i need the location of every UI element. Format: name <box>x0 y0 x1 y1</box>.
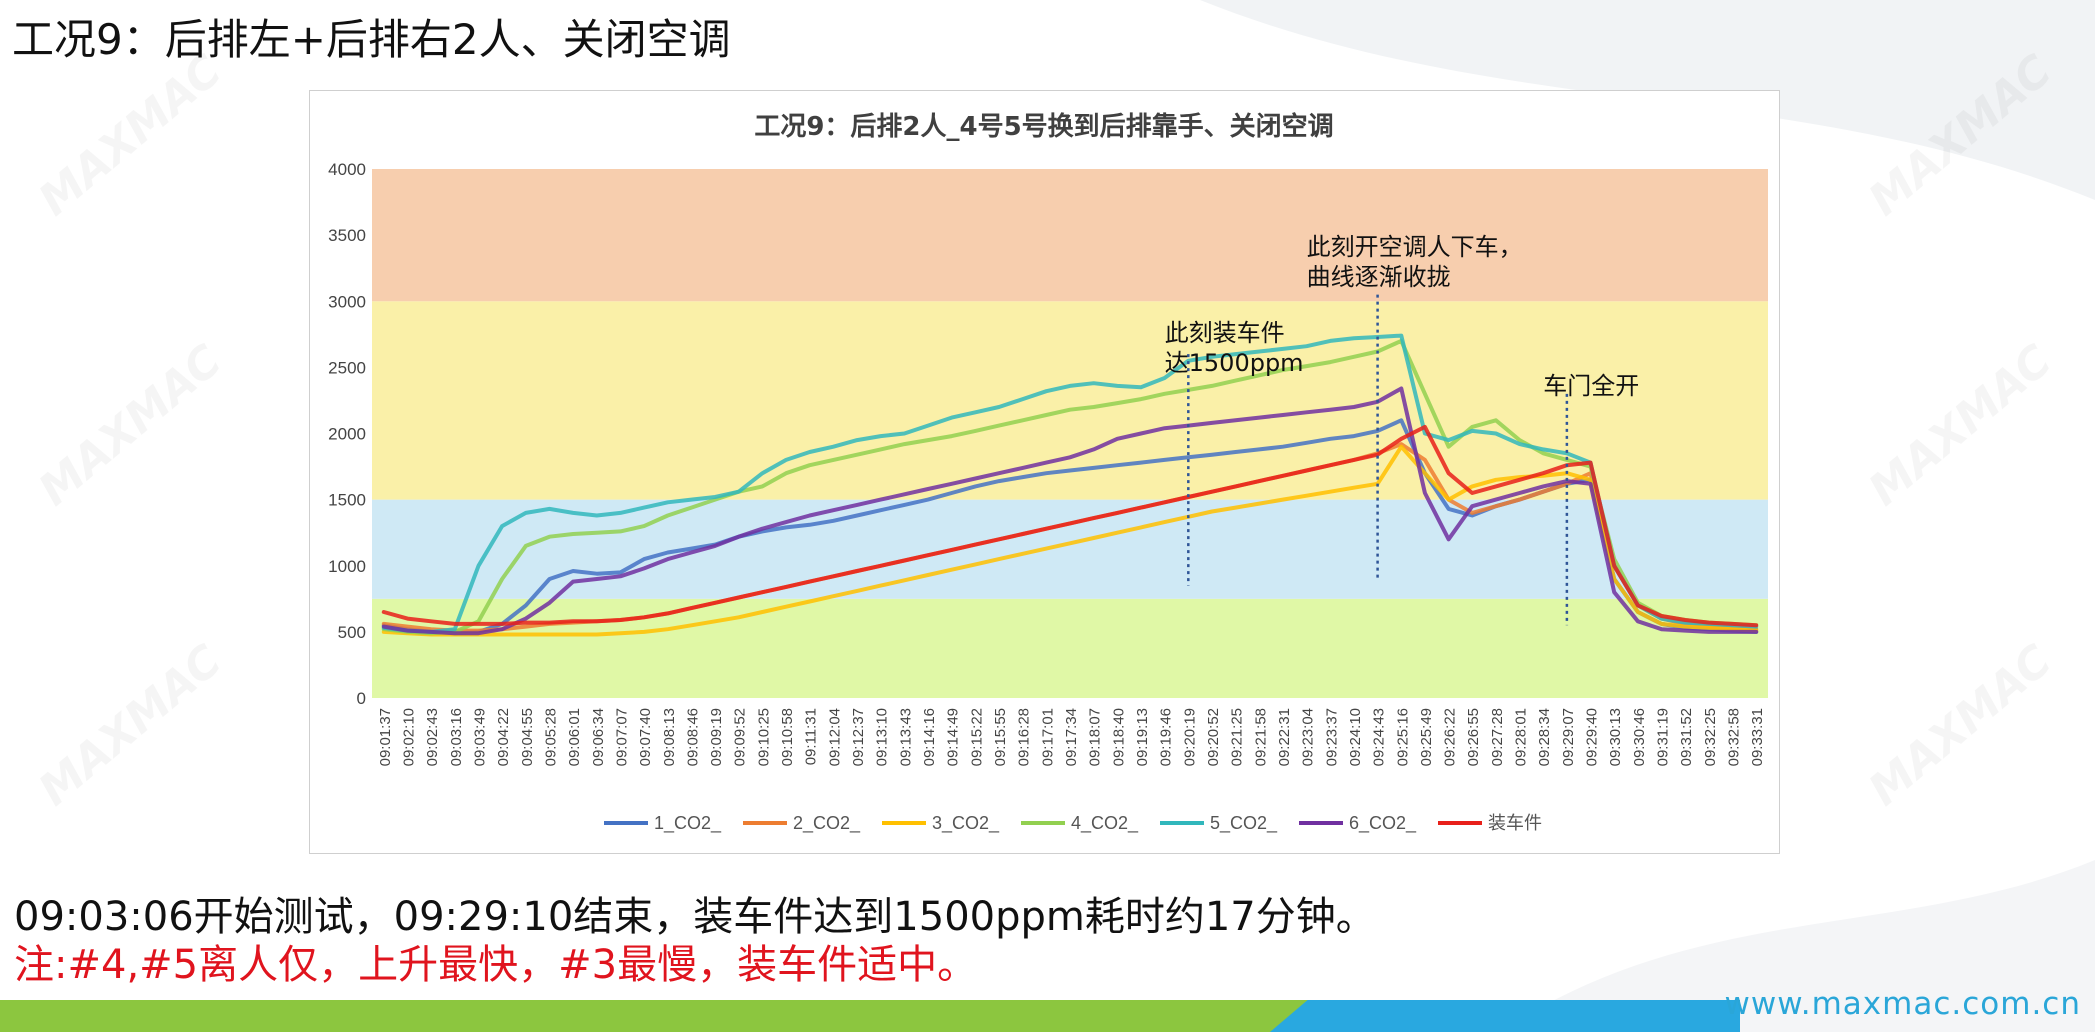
chart-annotation: 此刻开空调人下车， <box>1307 233 1523 261</box>
series-line-5_CO2_ <box>381 333 1759 634</box>
series-line-6_CO2_ <box>381 386 1759 636</box>
x-tick-label: 09:32:58 <box>1726 708 1743 766</box>
x-tick-label: 09:32:25 <box>1702 708 1719 766</box>
x-tick-label: 09:16:28 <box>1016 708 1033 766</box>
x-tick-label: 09:02:10 <box>400 708 417 766</box>
x-tick-label: 09:08:13 <box>661 708 678 766</box>
x-tick-label: 09:27:28 <box>1489 708 1506 766</box>
x-tick-label: 09:28:01 <box>1513 708 1530 766</box>
x-tick-label: 09:13:43 <box>897 708 914 766</box>
x-tick-label: 09:29:07 <box>1560 708 1577 766</box>
x-tick-label: 09:05:28 <box>542 708 559 766</box>
x-tick-label: 09:28:34 <box>1536 708 1553 766</box>
y-tick-label: 500 <box>338 623 366 642</box>
x-tick-label: 09:24:43 <box>1371 708 1388 766</box>
x-tick-label: 09:12:04 <box>826 708 843 766</box>
x-tick-label: 09:15:22 <box>968 708 985 766</box>
x-tick-label: 09:33:31 <box>1749 708 1766 766</box>
x-tick-label: 09:22:31 <box>1276 708 1293 766</box>
x-tick-label: 09:13:10 <box>874 708 891 766</box>
x-tick-label: 09:09:19 <box>708 708 725 766</box>
x-tick-label: 09:14:49 <box>945 708 962 766</box>
x-tick-label: 09:17:34 <box>1063 708 1080 766</box>
background-band <box>372 169 1768 302</box>
test-summary-note: 09:03:06开始测试，09:29:10结束，装车件达到1500ppm耗时约1… <box>14 894 1376 940</box>
x-tick-label: 09:21:25 <box>1229 708 1246 766</box>
x-tick-label: 09:19:13 <box>1134 708 1151 766</box>
x-tick-label: 09:31:52 <box>1678 708 1695 766</box>
x-tick-label: 09:31:19 <box>1655 708 1672 766</box>
x-tick-label: 09:18:07 <box>1087 708 1104 766</box>
y-tick-label: 1000 <box>328 557 366 576</box>
x-tick-label: 09:15:55 <box>992 708 1009 766</box>
chart-annotation: 车门全开 <box>1543 372 1639 400</box>
x-tick-label: 09:07:40 <box>637 708 654 766</box>
legend-label: 装车件 <box>1488 813 1542 833</box>
footer-green-bar <box>0 1000 1340 1032</box>
x-tick-label: 09:03:49 <box>471 708 488 766</box>
x-tick-label: 09:25:16 <box>1394 708 1411 766</box>
x-tick-label: 09:17:01 <box>1039 708 1056 766</box>
x-tick-label: 09:10:25 <box>755 708 772 766</box>
x-tick-label: 09:26:55 <box>1465 708 1482 766</box>
x-tick-label: 09:29:40 <box>1584 708 1601 766</box>
slide-title: 工况9：后排左+后排右2人、关闭空调 <box>12 15 731 64</box>
background-band <box>372 598 1768 698</box>
x-tick-label: 09:06:34 <box>590 708 607 766</box>
x-tick-label: 09:09:52 <box>732 708 749 766</box>
x-tick-label: 09:20:19 <box>1181 708 1198 766</box>
x-tick-label: 09:08:46 <box>684 708 701 766</box>
chart-title: 工况9：后排2人_4号5号换到后排靠手、关闭空调 <box>754 111 1333 142</box>
series-line-装车件 <box>381 424 1759 628</box>
x-tick-label: 09:04:22 <box>495 708 512 766</box>
footer-blue-bar <box>1270 1000 1740 1032</box>
x-tick-label: 09:12:37 <box>850 708 867 766</box>
x-tick-label: 09:10:58 <box>779 708 796 766</box>
x-tick-label: 09:24:10 <box>1347 708 1364 766</box>
chart-annotation: 此刻装车件 <box>1165 319 1285 347</box>
y-tick-label: 3000 <box>328 292 366 311</box>
x-tick-label: 09:04:55 <box>519 708 536 766</box>
x-tick-label: 09:03:16 <box>448 708 465 766</box>
x-tick-label: 09:20:52 <box>1205 708 1222 766</box>
legend-label: 4_CO2_ <box>1071 813 1139 834</box>
x-tick-label: 09:11:31 <box>803 708 820 765</box>
x-tick-label: 09:26:22 <box>1442 708 1459 766</box>
y-tick-label: 4000 <box>328 160 366 179</box>
x-tick-label: 09:23:37 <box>1323 708 1340 766</box>
chart-annotation: 曲线逐渐收拢 <box>1307 263 1451 291</box>
x-tick-label: 09:14:16 <box>921 708 938 766</box>
y-tick-label: 2500 <box>328 358 366 377</box>
x-tick-label: 09:02:43 <box>424 708 441 766</box>
x-tick-label: 09:21:58 <box>1252 708 1269 766</box>
x-tick-label: 09:30:46 <box>1631 708 1648 766</box>
footer-url: www.maxmac.com.cn <box>1724 986 2081 1022</box>
x-tick-label: 09:06:01 <box>566 708 583 766</box>
background-band <box>372 301 1768 500</box>
legend-label: 3_CO2_ <box>932 813 1000 834</box>
y-tick-label: 3500 <box>328 226 366 245</box>
legend-label: 2_CO2_ <box>793 813 861 834</box>
co2-line-chart: 工况9：后排2人_4号5号换到后排靠手、关闭空调 0 500 1000 1500 2000… <box>328 111 1768 834</box>
x-tick-label: 09:18:40 <box>1110 708 1127 766</box>
y-tick-label: 0 <box>357 689 366 708</box>
observation-note: 注:#4,#5离人仅，上升最快，#3最慢，装车件适中。 <box>14 942 978 988</box>
x-tick-label: 09:23:04 <box>1300 708 1317 766</box>
x-tick-label: 09:01:37 <box>377 708 394 766</box>
legend-label: 5_CO2_ <box>1210 813 1278 834</box>
x-tick-label: 09:25:49 <box>1418 708 1435 766</box>
chart-annotation: 达1500ppm <box>1165 349 1304 377</box>
x-tick-label: 09:19:46 <box>1158 708 1175 766</box>
y-tick-label: 2000 <box>328 425 366 444</box>
y-tick-label: 1500 <box>328 491 366 510</box>
x-tick-label: 09:07:07 <box>613 708 630 766</box>
x-tick-label: 09:30:13 <box>1607 708 1624 766</box>
chart-container: 工况9：后排2人_4号5号换到后排靠手、关闭空调 0 500 1000 1500 2000… <box>309 90 1780 854</box>
legend-label: 6_CO2_ <box>1349 813 1417 834</box>
legend-label: 1_CO2_ <box>654 813 722 834</box>
